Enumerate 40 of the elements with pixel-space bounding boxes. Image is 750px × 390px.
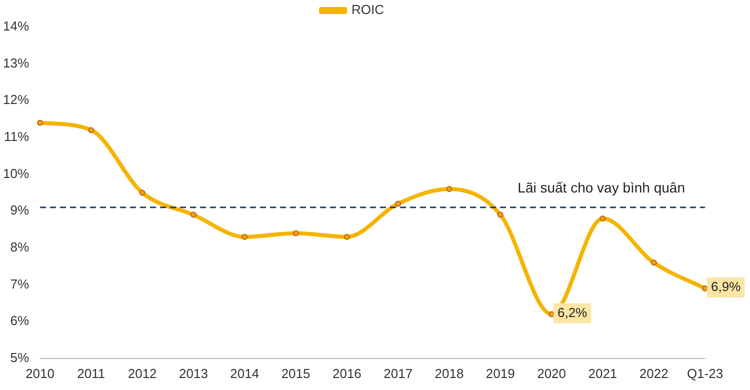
y-tick-label: 11%: [4, 129, 30, 144]
y-tick-label: 9%: [10, 202, 30, 218]
x-tick-label: Q1-23: [686, 366, 724, 381]
point: [242, 234, 248, 240]
x-tick-label: 2013: [179, 366, 208, 381]
legend-label: ROIC: [352, 2, 384, 18]
y-tick-label: 6%: [10, 313, 30, 328]
x-tick-label: 2021: [588, 366, 618, 381]
point: [446, 186, 452, 192]
x-tick-label: 2010: [26, 366, 54, 381]
point: [344, 234, 350, 240]
point: [497, 212, 504, 218]
x-tick-label: 2022: [639, 366, 668, 381]
point: [88, 127, 94, 134]
x-tick-label: 2012: [128, 366, 157, 381]
x-tick-label: 2011: [77, 366, 106, 381]
data-label: 6,2%: [558, 304, 588, 320]
point: [600, 215, 606, 222]
y-tick-label: 7%: [10, 276, 30, 292]
y-tick-label: 12%: [2, 92, 30, 108]
x-tick-label: 2014: [230, 366, 260, 381]
point: [190, 212, 196, 218]
y-tick-label: 5%: [10, 350, 30, 365]
x-tick-label: 2016: [332, 366, 362, 381]
data-label: 6,9%: [711, 279, 742, 294]
ref-line-label: Lãi suất cho vay bình quân: [518, 179, 685, 196]
y-tick-label: 8%: [10, 240, 30, 255]
x-tick-label: 2020: [537, 366, 566, 381]
y-tick-label: 13%: [2, 55, 30, 70]
y-tick-label: 14%: [2, 18, 30, 34]
point: [37, 120, 44, 126]
point: [650, 260, 657, 266]
point: [139, 190, 146, 196]
x-tick-label: 2015: [281, 366, 310, 381]
point: [292, 230, 299, 236]
y-tick-label: 10%: [2, 166, 30, 181]
point: [395, 200, 402, 207]
x-tick-label: 2018: [434, 366, 464, 381]
x-tick-label: 2017: [384, 366, 413, 381]
x-tick-label: 2019: [486, 366, 515, 381]
